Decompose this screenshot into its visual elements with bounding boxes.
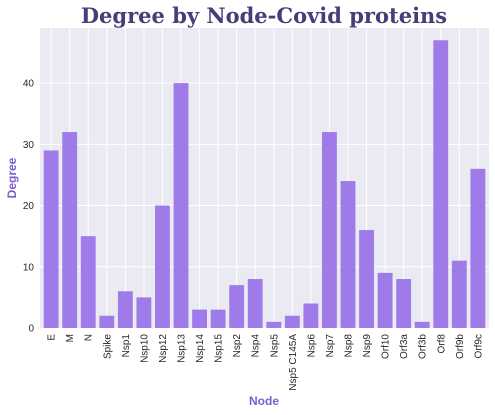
x-tick-label: Orf9b bbox=[455, 334, 466, 359]
x-tick-label: Nsp6 bbox=[306, 334, 317, 358]
x-tick-label: Nsp5 C145A bbox=[288, 334, 299, 391]
x-tick-label: Nsp15 bbox=[214, 334, 225, 363]
bar-nsp1 bbox=[117, 291, 133, 328]
chart-title: Degree by Node-Covid proteins bbox=[81, 3, 447, 28]
bar-orf10 bbox=[377, 272, 393, 328]
bar-orf3b bbox=[414, 321, 430, 328]
x-tick-label: Orf9c bbox=[473, 334, 484, 358]
x-axis-label: Node bbox=[249, 394, 279, 408]
x-tick-label: Nsp13 bbox=[177, 334, 188, 363]
x-tick-label: Nsp8 bbox=[343, 334, 354, 358]
bar-nsp4 bbox=[247, 279, 263, 328]
plot-background bbox=[40, 28, 489, 328]
x-tick-label: Nsp10 bbox=[139, 334, 150, 363]
y-tick-label: 10 bbox=[23, 262, 35, 273]
x-tick-label: Orf3b bbox=[418, 334, 429, 359]
x-tick-label: Spike bbox=[102, 334, 113, 359]
bar-e bbox=[43, 150, 59, 328]
x-tick-label: Nsp14 bbox=[195, 334, 206, 363]
bar-nsp6 bbox=[303, 303, 319, 328]
bar-nsp7 bbox=[322, 132, 337, 328]
bar-n bbox=[80, 236, 96, 328]
bar-nsp2 bbox=[229, 285, 245, 328]
y-tick-label: 40 bbox=[23, 79, 35, 90]
x-tick-label: Nsp2 bbox=[232, 334, 243, 358]
x-tick-label: Orf8 bbox=[436, 334, 447, 354]
bar-nsp15 bbox=[210, 309, 226, 328]
y-tick-label: 20 bbox=[23, 201, 35, 212]
x-tick-label: Orf10 bbox=[381, 334, 392, 359]
x-tick-label: Orf3a bbox=[399, 334, 410, 359]
bar-orf3a bbox=[396, 279, 412, 328]
x-tick-label: Nsp7 bbox=[325, 334, 336, 358]
x-tick-label: Nsp12 bbox=[158, 334, 169, 363]
x-tick-label: Nsp1 bbox=[121, 334, 132, 358]
y-axis-label: Degree bbox=[5, 157, 19, 198]
bar-nsp14 bbox=[192, 309, 207, 328]
bar-orf9b bbox=[451, 260, 467, 328]
bar-m bbox=[62, 132, 78, 328]
x-tick-labels: E M N Spike Nsp1 Nsp10 Nsp12 Nsp13 Nsp14 Nsp15 Nsp… bbox=[47, 334, 485, 391]
x-tick-label: M bbox=[65, 334, 76, 342]
y-tick-labels: 0 10 20 30 40 bbox=[23, 79, 35, 335]
x-tick-label: Nsp5 bbox=[269, 334, 280, 358]
x-tick-label: N bbox=[84, 334, 95, 341]
bar-nsp5-c145a bbox=[284, 315, 300, 328]
bar-nsp9 bbox=[359, 230, 374, 328]
bar-nsp5 bbox=[266, 321, 282, 328]
y-tick-label: 0 bbox=[28, 324, 34, 335]
y-tick-label: 30 bbox=[23, 140, 35, 151]
bar-orf8 bbox=[433, 40, 449, 328]
bar-nsp8 bbox=[340, 181, 356, 328]
bar-spike bbox=[99, 315, 115, 328]
x-tick-label: Nsp4 bbox=[251, 334, 262, 358]
bar-nsp12 bbox=[155, 205, 170, 328]
bar-nsp13 bbox=[173, 83, 189, 328]
bar-nsp10 bbox=[136, 297, 152, 328]
bar-orf9c bbox=[470, 168, 486, 328]
bars bbox=[43, 40, 486, 328]
x-tick-label: E bbox=[47, 334, 58, 341]
x-tick-label: Nsp9 bbox=[362, 334, 373, 358]
